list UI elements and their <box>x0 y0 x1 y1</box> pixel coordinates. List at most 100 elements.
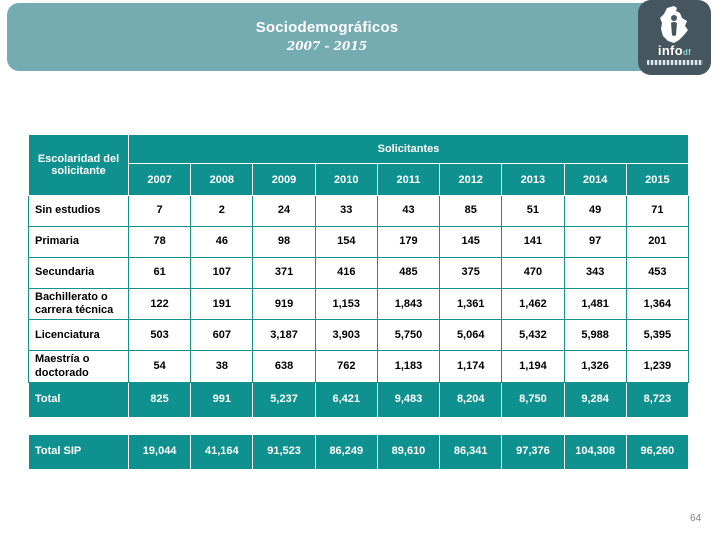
table-cell: 607 <box>190 319 254 352</box>
table-cell: 38 <box>190 350 254 383</box>
year-header-2013: 2013 <box>501 163 565 196</box>
table-cell: 3,903 <box>314 319 378 352</box>
slide-title: Sociodemográficos <box>255 19 399 36</box>
table-row-primaria: Primaria 78 46 98 154 179 145 141 97 201 <box>28 226 690 258</box>
table-cell: 485 <box>376 257 441 289</box>
table-cell: 91,523 <box>252 434 316 470</box>
table-cell: 1,194 <box>501 350 565 383</box>
year-header-2014: 2014 <box>563 163 627 196</box>
row-label: Licenciatura <box>28 319 129 352</box>
table-cell: 201 <box>625 226 690 258</box>
table-cell: 5,064 <box>439 319 503 352</box>
table-row-secundaria: Secundaria 61 107 371 416 485 375 470 34… <box>28 257 690 289</box>
table-cell: 97 <box>563 226 627 258</box>
year-header-2015: 2015 <box>625 163 690 196</box>
table-cell: 19,044 <box>127 434 192 470</box>
table-cell: 1,462 <box>501 287 565 321</box>
table-cell: 2 <box>190 195 254 227</box>
group-header-solicitantes: Solicitantes <box>128 134 689 164</box>
row-label: Bachillerato o carrera técnica <box>28 287 129 321</box>
year-header-2008: 2008 <box>190 163 254 196</box>
table-cell: 6,421 <box>314 381 378 418</box>
table-cell: 8,750 <box>501 381 565 418</box>
table-cell: 61 <box>127 257 192 289</box>
table-cell: 98 <box>252 226 316 258</box>
table-row-total-sip: Total SIP 19,044 41,164 91,523 86,249 89… <box>28 434 690 470</box>
table-cell: 5,395 <box>625 319 690 352</box>
row-label: Secundaria <box>28 257 129 289</box>
table-cell: 97,376 <box>501 434 565 470</box>
table-cell: 51 <box>501 195 565 227</box>
table-cell: 85 <box>439 195 503 227</box>
table-cell: 191 <box>190 287 254 321</box>
table-cell: 375 <box>439 257 503 289</box>
year-header-2009: 2009 <box>252 163 316 196</box>
table-cell: 343 <box>563 257 627 289</box>
table-cell: 145 <box>439 226 503 258</box>
table-cell: 122 <box>127 287 192 321</box>
table-cell: 107 <box>190 257 254 289</box>
table-cell: 638 <box>252 350 316 383</box>
mexico-city-map-icon <box>659 6 688 43</box>
table-cell: 179 <box>376 226 441 258</box>
table-cell: 41,164 <box>190 434 254 470</box>
table-row-licenciatura: Licenciatura 503 607 3,187 3,903 5,750 5… <box>28 319 690 352</box>
table-cell: 1,481 <box>563 287 627 321</box>
table-cell: 371 <box>252 257 316 289</box>
table-cell: 470 <box>501 257 565 289</box>
table-cell: 5,750 <box>376 319 441 352</box>
table-cell: 8,204 <box>439 381 503 418</box>
table-cell: 43 <box>376 195 441 227</box>
table-row-total: Total 825 991 5,237 6,421 9,483 8,204 8,… <box>28 381 690 418</box>
table-cell: 89,610 <box>376 434 441 470</box>
table-cell: 9,483 <box>376 381 441 418</box>
table-cell: 5,988 <box>563 319 627 352</box>
logo-word-info: info <box>657 43 683 58</box>
table-cell: 86,249 <box>314 434 378 470</box>
info-df-logo: infodf <box>638 0 711 75</box>
year-header-2011: 2011 <box>376 163 441 196</box>
corner-header: Escolaridad del solicitante <box>28 134 129 196</box>
slide-subtitle: 2007 - 2015 <box>286 39 368 53</box>
row-label: Total SIP <box>28 434 129 470</box>
table-cell: 825 <box>127 381 192 418</box>
table-group-header-row: Escolaridad del solicitante Solicitantes <box>28 134 689 196</box>
table-year-header-row: 2007 2008 2009 2010 2011 2012 2013 2014 … <box>29 163 690 196</box>
escolaridad-table: Escolaridad del solicitante Solicitantes… <box>28 134 690 418</box>
logo-word-df: df <box>682 48 692 57</box>
table-cell: 8,723 <box>625 381 690 418</box>
slide-header-banner: Sociodemográficos 2007 - 2015 <box>7 3 706 71</box>
row-label: Primaria <box>28 226 129 258</box>
table-cell: 3,187 <box>252 319 316 352</box>
table-cell: 78 <box>127 226 192 258</box>
table-cell: 33 <box>314 195 378 227</box>
table-cell: 86,341 <box>439 434 503 470</box>
table-cell: 1,843 <box>376 287 441 321</box>
table-cell: 416 <box>314 257 378 289</box>
slide-header-text: Sociodemográficos 2007 - 2015 <box>7 3 647 71</box>
table-cell: 5,432 <box>501 319 565 352</box>
table-cell: 991 <box>190 381 254 418</box>
table-row-maestria: Maestría o doctorado 54 38 638 762 1,183… <box>28 350 690 383</box>
logo-tagline-bar <box>646 60 703 65</box>
table-row-sin-estudios: Sin estudios 7 2 24 33 43 85 51 49 71 <box>28 195 690 227</box>
table-cell: 919 <box>252 287 316 321</box>
row-label: Total <box>28 381 129 418</box>
row-label: Sin estudios <box>28 195 129 227</box>
table-cell: 1,361 <box>439 287 503 321</box>
table-cell: 96,260 <box>625 434 690 470</box>
table-cell: 54 <box>127 350 192 383</box>
table-cell: 453 <box>625 257 690 289</box>
total-sip-table: Total SIP 19,044 41,164 91,523 86,249 89… <box>28 434 690 470</box>
table-cell: 24 <box>252 195 316 227</box>
page-number: 64 <box>690 513 702 524</box>
table-cell: 762 <box>314 350 378 383</box>
table-cell: 1,326 <box>563 350 627 383</box>
table-cell: 71 <box>625 195 690 227</box>
table-row-bachillerato: Bachillerato o carrera técnica 122 191 9… <box>28 287 690 321</box>
table-cell: 1,364 <box>625 287 690 321</box>
table-cell: 1,174 <box>439 350 503 383</box>
year-header-2012: 2012 <box>439 163 503 196</box>
table-cell: 46 <box>190 226 254 258</box>
year-header-2007: 2007 <box>127 163 192 196</box>
